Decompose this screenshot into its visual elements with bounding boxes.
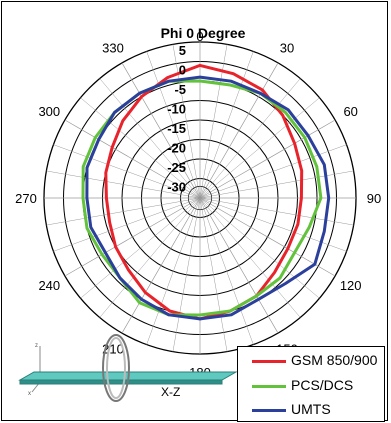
legend-item-gsm: GSM 850/900 [238,351,384,371]
grid-spoke [46,170,201,199]
radial-tick-label: -25 [167,160,186,175]
grid-spoke [172,197,201,352]
radial-tick-label: -30 [167,180,186,195]
legend-label-pcs: PCS/DCS [291,377,354,393]
grid-spoke [199,197,336,277]
chart-title: Phi 0 Degree [161,25,246,41]
legend-label-umts: UMTS [291,401,331,417]
angle-tick-label: 300 [38,104,60,119]
angle-tick-label: 330 [102,40,124,55]
angle-tick-label: 0 [196,29,203,44]
grid-spoke [53,144,201,199]
grid-spoke [146,51,201,199]
grid-spoke [199,197,354,226]
grid-spoke [199,51,254,199]
radial-tick-label: -5 [174,82,186,97]
axis-letter-x-icon: x [28,391,31,397]
series-line-2 [85,75,331,321]
grid-spoke [146,197,201,345]
angle-tick-label: 270 [15,191,37,206]
grid-spoke [199,119,336,199]
grid-spoke [199,197,228,352]
z-axis-icon [31,346,65,393]
grid-spoke [80,197,201,299]
grid-spoke [99,197,201,318]
radial-tick-label: -20 [167,141,186,156]
grid-spoke [199,97,320,199]
legend-item-umts: UMTS [238,400,384,420]
grid-spoke [199,197,301,318]
grid-spoke [199,197,254,345]
grid-spoke [199,197,320,299]
grid-spoke [199,197,279,334]
grid-spoke [64,197,201,277]
series-line-1 [81,79,323,317]
angle-tick-label: 60 [343,104,357,119]
radial-tick-label: 0 [179,63,186,78]
view-plane-label: X-Z [161,385,180,399]
grid-spoke [53,197,201,252]
grid-spoke [64,119,201,199]
legend-swatch-pcs [252,385,286,388]
grid-spoke [80,97,201,199]
legend-item-pcs: PCS/DCS [238,376,384,396]
angle-tick-label: 30 [280,40,294,55]
radial-tick-label: 5 [179,43,186,58]
rotation-ring-icon [102,334,130,402]
radial-tick-label: -15 [167,121,186,136]
grid-spoke [199,62,279,199]
grid-spoke [199,170,354,199]
legend: GSM 850/900 PCS/DCS UMTS [237,346,385,422]
angle-tick-label: 120 [340,278,362,293]
axis-letter-z-icon: z [35,343,38,349]
radial-tick-label: -10 [167,102,186,117]
legend-swatch-gsm [252,360,286,363]
angle-tick-label: 240 [38,278,60,293]
legend-label-gsm: GSM 850/900 [291,352,378,368]
antenna-orientation-illustration: z y x X-Z [18,334,238,402]
angle-tick-label: 90 [367,191,381,206]
grid-spoke [121,62,201,199]
grid-spoke [172,44,201,199]
grid-spoke [121,197,201,334]
grid-spoke [199,144,347,199]
grid-spoke [46,197,201,226]
grid-spoke [199,78,301,199]
grid-spoke [99,78,201,199]
legend-swatch-umts [252,409,286,412]
